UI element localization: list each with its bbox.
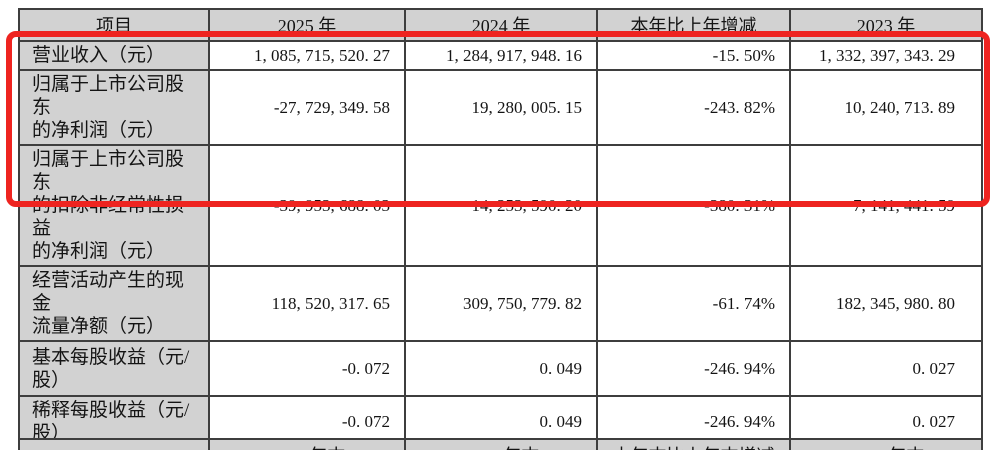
table-row-net-profit: 归属于上市公司股东 的净利润（元） -27, 729, 349. 58 19, …	[18, 69, 983, 146]
col-header-2024-end: 2024 年末	[404, 438, 598, 450]
cell-change: -15. 50%	[596, 40, 791, 71]
year-end-header-row: 2025 年末 2024 年末 本年末比上年末增减 2023 年末	[18, 438, 983, 450]
cell-2024: 1, 284, 917, 948. 16	[404, 40, 598, 71]
cell-2023: 10, 240, 713. 89	[789, 69, 983, 146]
table-row-basic-eps: 基本每股收益（元/ 股） -0. 072 0. 049 -246. 94% 0.…	[18, 340, 983, 397]
col-header-2025-end: 2025 年末	[208, 438, 406, 450]
col-header-change-end: 本年末比上年末增减	[596, 438, 791, 450]
cell-2024: 309, 750, 779. 82	[404, 265, 598, 342]
cell-2025: 118, 520, 317. 65	[208, 265, 406, 342]
cell-2025: -0. 072	[208, 340, 406, 397]
table-row-operating-cash-flow: 经营活动产生的现金 流量净额（元） 118, 520, 317. 65 309,…	[18, 265, 983, 342]
row-label: 基本每股收益（元/ 股）	[18, 340, 210, 397]
row-label: 经营活动产生的现金 流量净额（元）	[18, 265, 210, 342]
cell-2023: 1, 332, 397, 343. 29	[789, 40, 983, 71]
col-header-2023-end: 2023 年末	[789, 438, 983, 450]
cell-change: -246. 94%	[596, 340, 791, 397]
cell-2025: -27, 729, 349. 58	[208, 69, 406, 146]
year-end-table-clipped: 2025 年末 2024 年末 本年末比上年末增减 2023 年末	[18, 438, 983, 450]
row-label: 营业收入（元）	[18, 40, 210, 71]
cell-change: -243. 82%	[596, 69, 791, 146]
cell-2023: 182, 345, 980. 80	[789, 265, 983, 342]
highlight-rectangle	[6, 31, 990, 207]
cell-2025: 1, 085, 715, 520. 27	[208, 40, 406, 71]
col-header-item-2	[18, 438, 210, 450]
table-row-revenue: 营业收入（元） 1, 085, 715, 520. 27 1, 284, 917…	[18, 40, 983, 71]
cell-2024: 19, 280, 005. 15	[404, 69, 598, 146]
row-label: 归属于上市公司股东 的净利润（元）	[18, 69, 210, 146]
cell-2024: 0. 049	[404, 340, 598, 397]
cell-2023: 0. 027	[789, 340, 983, 397]
cell-change: -61. 74%	[596, 265, 791, 342]
